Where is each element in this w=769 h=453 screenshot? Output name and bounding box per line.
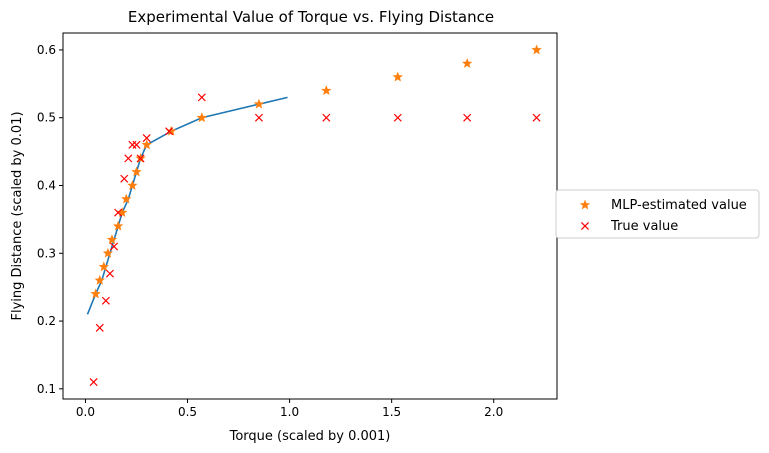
true-value-point [128, 140, 137, 149]
x-axis: 0.0 0.5 1.0 1.5 2.0 [76, 399, 503, 419]
legend-star-icon [579, 199, 591, 210]
mlp-estimated-point [531, 44, 542, 55]
mlp-estimated-point [121, 193, 132, 204]
true-value-point [110, 242, 119, 251]
true-value-point [114, 208, 123, 217]
mlp-estimated-point [102, 247, 114, 258]
chart-title: Experimental Value of Torque vs. Flying … [128, 8, 494, 26]
x-tick-label: 0.0 [76, 405, 95, 419]
y-axis-label: Flying Distance (scaled by 0.01) [10, 111, 25, 320]
x-tick-label: 2.0 [484, 405, 503, 419]
mlp-estimated-point [98, 261, 109, 272]
y-tick-label: 0.4 [37, 179, 56, 193]
true-value-point [124, 154, 133, 163]
true-value-point [165, 127, 174, 136]
x-tick-label: 1.5 [382, 405, 401, 419]
mlp-estimated-point [253, 98, 265, 109]
mlp-estimated-point [106, 234, 118, 245]
legend-label-true: True value [610, 219, 678, 234]
mlp-estimated-point [127, 180, 138, 190]
mlp-estimated-point [392, 71, 403, 82]
fitted-curve [86, 96, 288, 315]
legend-box [555, 189, 760, 239]
y-tick-label: 0.2 [37, 314, 56, 328]
mlp-estimated-point [90, 288, 101, 299]
true-value-point [254, 113, 263, 122]
mlp-estimated-point [112, 220, 124, 231]
y-tick-label: 0.5 [37, 111, 56, 125]
mlp-estimated-point [131, 166, 142, 177]
true-value-point [101, 296, 110, 305]
mlp-estimated-point [196, 112, 207, 123]
true-value-point [197, 93, 206, 102]
x-axis-label: Torque (scaled by 0.001) [229, 429, 391, 444]
x-tick-label: 0.5 [178, 405, 197, 419]
true-value-point [463, 113, 472, 122]
true-value-point [532, 113, 541, 122]
true-value-point [120, 174, 129, 183]
legend-x-icon [580, 221, 590, 231]
true-value-point [132, 140, 141, 149]
legend: MLP-estimated value True value [555, 189, 760, 239]
plot-area [86, 44, 542, 387]
true-value-point [136, 154, 145, 163]
true-value-point [322, 113, 331, 122]
legend-marker-x [580, 221, 590, 231]
true-value-point [142, 134, 151, 143]
true-value-point [95, 323, 104, 332]
true-value-point [105, 269, 114, 278]
true-value-point [393, 113, 402, 122]
plot-frame [62, 32, 558, 400]
true-value-point [89, 378, 98, 387]
legend-marker-star [579, 199, 591, 210]
y-tick-label: 0.1 [37, 382, 56, 396]
mlp-estimated-point [141, 139, 152, 150]
y-axis: 0.1 0.2 0.3 0.4 0.5 0.6 [37, 43, 63, 396]
y-tick-label: 0.6 [37, 43, 56, 57]
mlp-estimated-point [462, 58, 473, 68]
mlp-estimated-point [321, 85, 332, 95]
x-tick-label: 1.0 [280, 405, 299, 419]
y-tick-label: 0.3 [37, 246, 56, 260]
mlp-estimated-point [94, 274, 105, 285]
legend-label-mlp: MLP-estimated value [611, 198, 747, 213]
